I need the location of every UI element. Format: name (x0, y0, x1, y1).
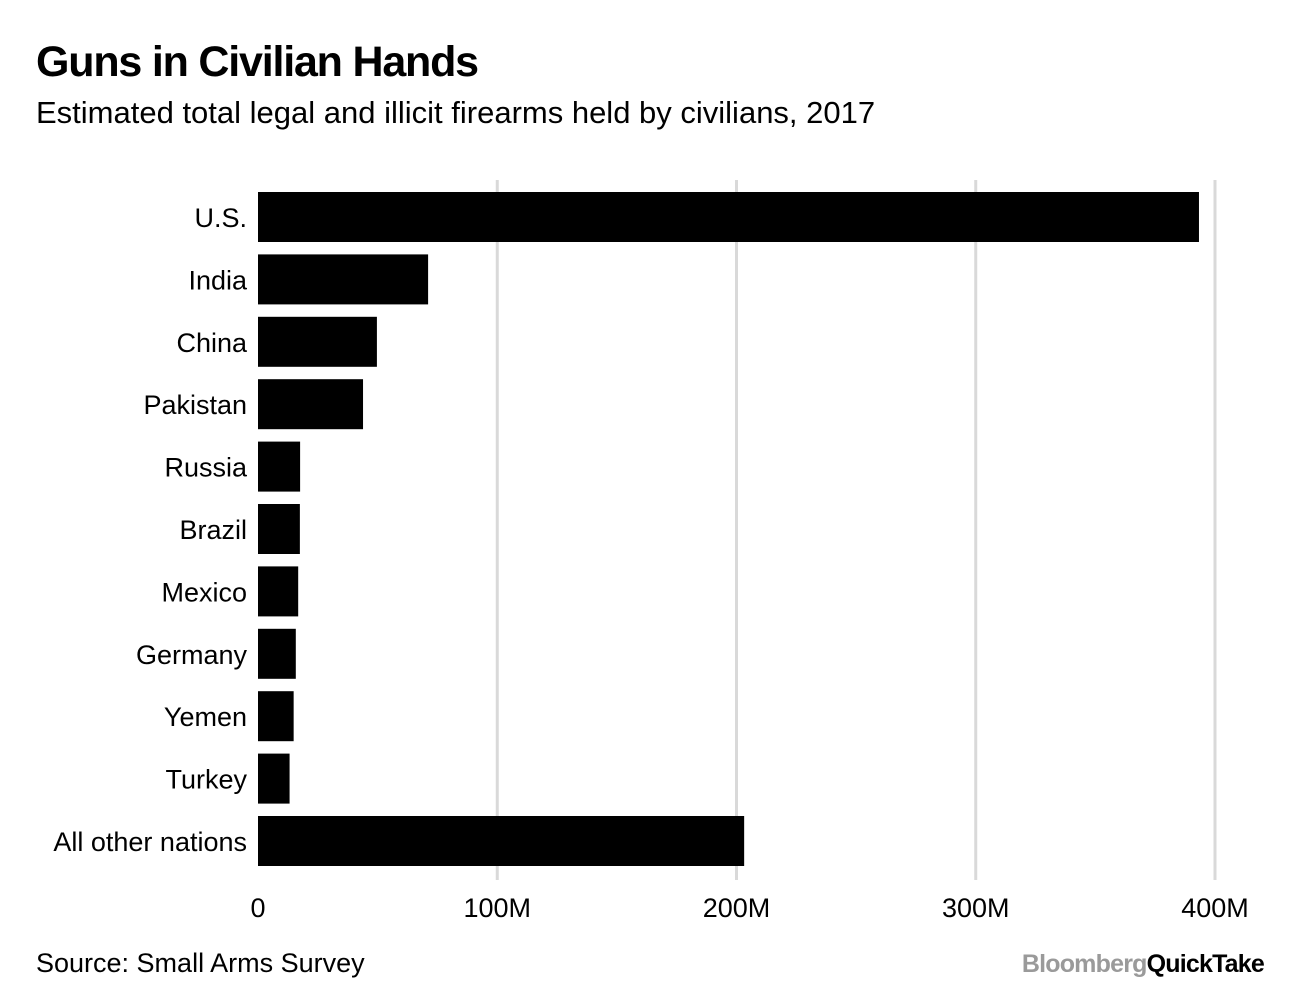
x-axis-tick-labels: 0 100M 200M 300M 400M (250, 893, 1248, 923)
x-tick-label: 100M (463, 893, 531, 923)
category-label: India (188, 265, 248, 295)
category-label: Mexico (161, 577, 247, 607)
category-label: All other nations (53, 827, 247, 857)
x-tick-label: 400M (1181, 893, 1249, 923)
category-label: U.S. (194, 203, 247, 233)
category-label: Turkey (165, 765, 247, 795)
bar (258, 566, 299, 617)
chart-title: Guns in Civilian Hands (36, 38, 479, 86)
category-labels: U.S. India China Pakistan Russia Brazil Mexico… (53, 203, 248, 857)
bar (258, 691, 294, 742)
category-label: Yemen (164, 702, 247, 732)
logo-brand: Bloomberg (1021, 950, 1148, 978)
category-label: Brazil (179, 515, 247, 545)
category-label: Pakistan (143, 390, 247, 420)
source-note: Source: Small Arms Survey (36, 948, 365, 978)
x-tick-label: 200M (703, 893, 771, 923)
bar (258, 753, 290, 804)
x-tick-label: 300M (942, 893, 1010, 923)
category-label: China (176, 328, 248, 358)
bars (258, 192, 1199, 866)
logo-product: QuickTake (1146, 950, 1265, 978)
bar (258, 441, 301, 492)
category-label: Russia (164, 453, 248, 483)
bar (258, 379, 364, 430)
x-tick-label: 0 (250, 893, 265, 923)
gridlines (495, 180, 1217, 880)
bar (258, 628, 296, 679)
bloomberg-quicktake-logo: BloombergQuickTake (1021, 950, 1265, 979)
bar (258, 254, 429, 305)
bar (258, 316, 377, 367)
chart-subtitle: Estimated total legal and illicit firear… (36, 95, 876, 130)
bar (258, 192, 1199, 242)
bar (258, 504, 300, 554)
category-label: Germany (136, 640, 248, 670)
bar (258, 816, 745, 866)
